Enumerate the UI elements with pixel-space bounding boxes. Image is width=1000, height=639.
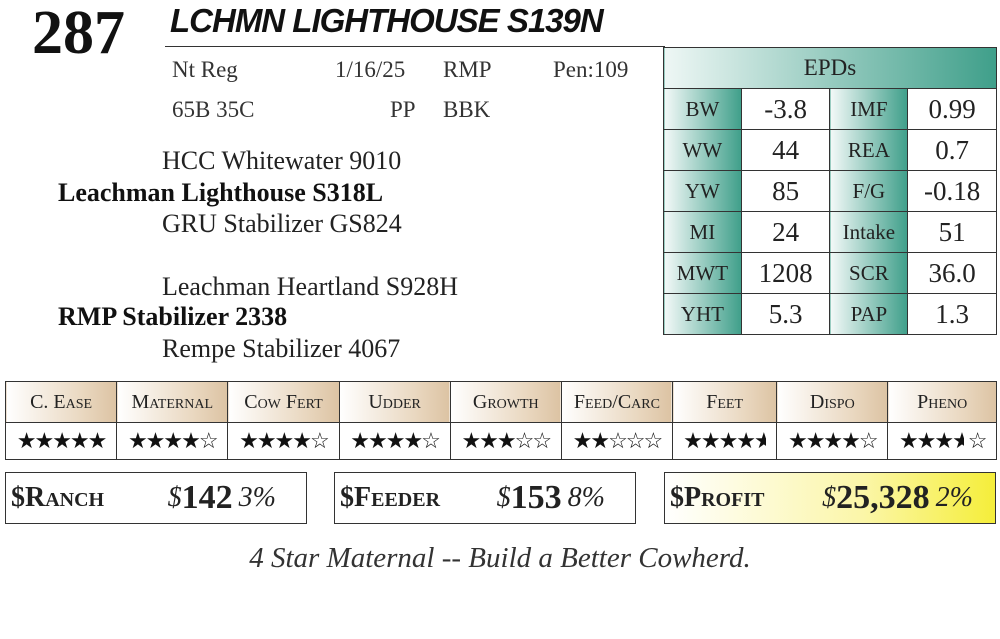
index-percent: 3%	[238, 482, 276, 513]
epd-value: 1.3	[907, 293, 997, 335]
polled: PP	[390, 97, 416, 122]
epd-value: 5.3	[740, 293, 831, 335]
epd-label: F/G	[829, 170, 909, 212]
epd-label: IMF	[829, 88, 909, 130]
sire-dam: GRU Stabilizer GS824	[162, 209, 402, 238]
sire-sire: HCC Whitewater 9010	[162, 146, 402, 175]
epd-value: 0.99	[907, 88, 997, 130]
epd-table: EPDs BW -3.8 IMF 0.99 WW 44 REA 0.7 YW 85 F/G -0.18…	[663, 47, 997, 335]
trait-label: Dispo	[776, 381, 889, 423]
breeder: RMP	[443, 57, 492, 82]
currency-symbol: $	[496, 482, 511, 513]
index-name: $Feeder	[340, 482, 441, 513]
star-rating-icon: ★★★★★	[16, 428, 108, 453]
trait-label: Pheno	[887, 381, 997, 423]
pen: Pen:109	[553, 57, 629, 82]
epd-label: Intake	[829, 211, 909, 253]
trait-stars: ★★★★☆	[776, 422, 889, 460]
color-code: 65B 35C	[172, 97, 255, 122]
coat: BBK	[443, 97, 491, 122]
epd-row: BW -3.8 IMF 0.99	[663, 88, 997, 130]
trait-stars: ★★★★☆	[116, 422, 229, 460]
star-rating-icon: ★★★★☆	[239, 428, 330, 453]
index-name: $Ranch	[11, 482, 105, 513]
birth-date: 1/16/25	[335, 57, 406, 82]
index-ranch: $Ranch $142 3%	[5, 472, 307, 524]
epd-row: MWT 1208 SCR 36.0	[663, 252, 997, 294]
epd-value: -3.8	[740, 88, 831, 130]
epd-value: 44	[740, 129, 831, 171]
epd-label: YHT	[663, 293, 742, 335]
epd-row: YW 85 F/G -0.18	[663, 170, 997, 212]
trait-label: Maternal	[116, 381, 229, 423]
trait-label: Cow Fert	[227, 381, 340, 423]
index-percent: 2%	[935, 482, 973, 513]
dam: RMP Stabilizer 2338	[58, 302, 288, 331]
epd-label: MI	[663, 211, 742, 253]
epd-value: 1208	[740, 252, 831, 294]
trait-label: Growth	[449, 381, 562, 423]
epd-label: REA	[829, 129, 909, 171]
index-amount: 153	[510, 479, 562, 516]
registry: Nt Reg	[172, 57, 238, 82]
trait-stars: ★★★☆☆	[449, 422, 562, 460]
epd-label: PAP	[829, 293, 909, 335]
star-rating-icon: ★★★★ ☆	[898, 428, 987, 453]
lot-number: 287	[32, 0, 125, 67]
star-rating-icon: ★★★★☆	[127, 428, 219, 453]
index-percent: 8%	[567, 482, 605, 513]
index-profit: $Profit $25,328 2%	[664, 472, 996, 524]
trait-stars: ★★★★ ☆	[887, 422, 997, 460]
epd-label: WW	[663, 129, 742, 171]
index-name: $Profit	[670, 482, 765, 513]
epd-value: 36.0	[907, 252, 997, 294]
title-divider	[165, 46, 665, 47]
epd-label: YW	[663, 170, 742, 212]
currency-symbol: $	[167, 482, 182, 513]
trait-label: Udder	[338, 381, 451, 423]
epd-value: 51	[907, 211, 997, 253]
trait-stars: ★★★★★	[672, 422, 778, 460]
epd-row: YHT 5.3 PAP 1.3	[663, 293, 997, 335]
index-feeder: $Feeder $153 8%	[334, 472, 636, 524]
epd-value: 24	[740, 211, 831, 253]
dam-sire: Leachman Heartland S928H	[162, 272, 459, 301]
index-amount: 25,328	[836, 479, 930, 516]
star-rating-icon: ★★☆☆☆	[572, 428, 664, 453]
trait-stars: ★★★★☆	[338, 422, 451, 460]
star-rating-icon: ★★★★☆	[787, 428, 879, 453]
star-rating-icon: ★★★★☆	[350, 428, 441, 453]
epd-label: MWT	[663, 252, 742, 294]
tagline: 4 Star Maternal -- Build a Better Cowher…	[249, 542, 751, 574]
star-rating-icon: ★★★☆☆	[461, 428, 552, 453]
trait-label: Feed/Carc	[560, 381, 674, 423]
epd-value: 85	[740, 170, 831, 212]
trait-stars: ★★★★★	[4, 422, 118, 460]
epd-row: WW 44 REA 0.7	[663, 129, 997, 171]
currency-symbol: $	[822, 482, 837, 513]
trait-label: Feet	[672, 381, 778, 423]
trait-ratings-table: C. Ease Maternal Cow Fert Udder Growth Feed/C…	[4, 381, 997, 460]
epd-value: 0.7	[907, 129, 997, 171]
trait-stars: ★★☆☆☆	[560, 422, 674, 460]
dam-dam: Rempe Stabilizer 4067	[162, 334, 401, 363]
trait-stars: ★★★★☆	[227, 422, 340, 460]
animal-name: LCHMN LIGHTHOUSE S139N	[170, 2, 604, 39]
epd-label: BW	[663, 88, 742, 130]
epd-value: -0.18	[907, 170, 997, 212]
sire: Leachman Lighthouse S318L	[58, 178, 384, 207]
trait-label: C. Ease	[4, 381, 118, 423]
epd-label: SCR	[829, 252, 909, 294]
star-rating-icon: ★★★★★	[683, 428, 767, 453]
epd-header: EPDs	[663, 47, 997, 89]
index-amount: 142	[181, 479, 233, 516]
epd-row: MI 24 Intake 51	[663, 211, 997, 253]
